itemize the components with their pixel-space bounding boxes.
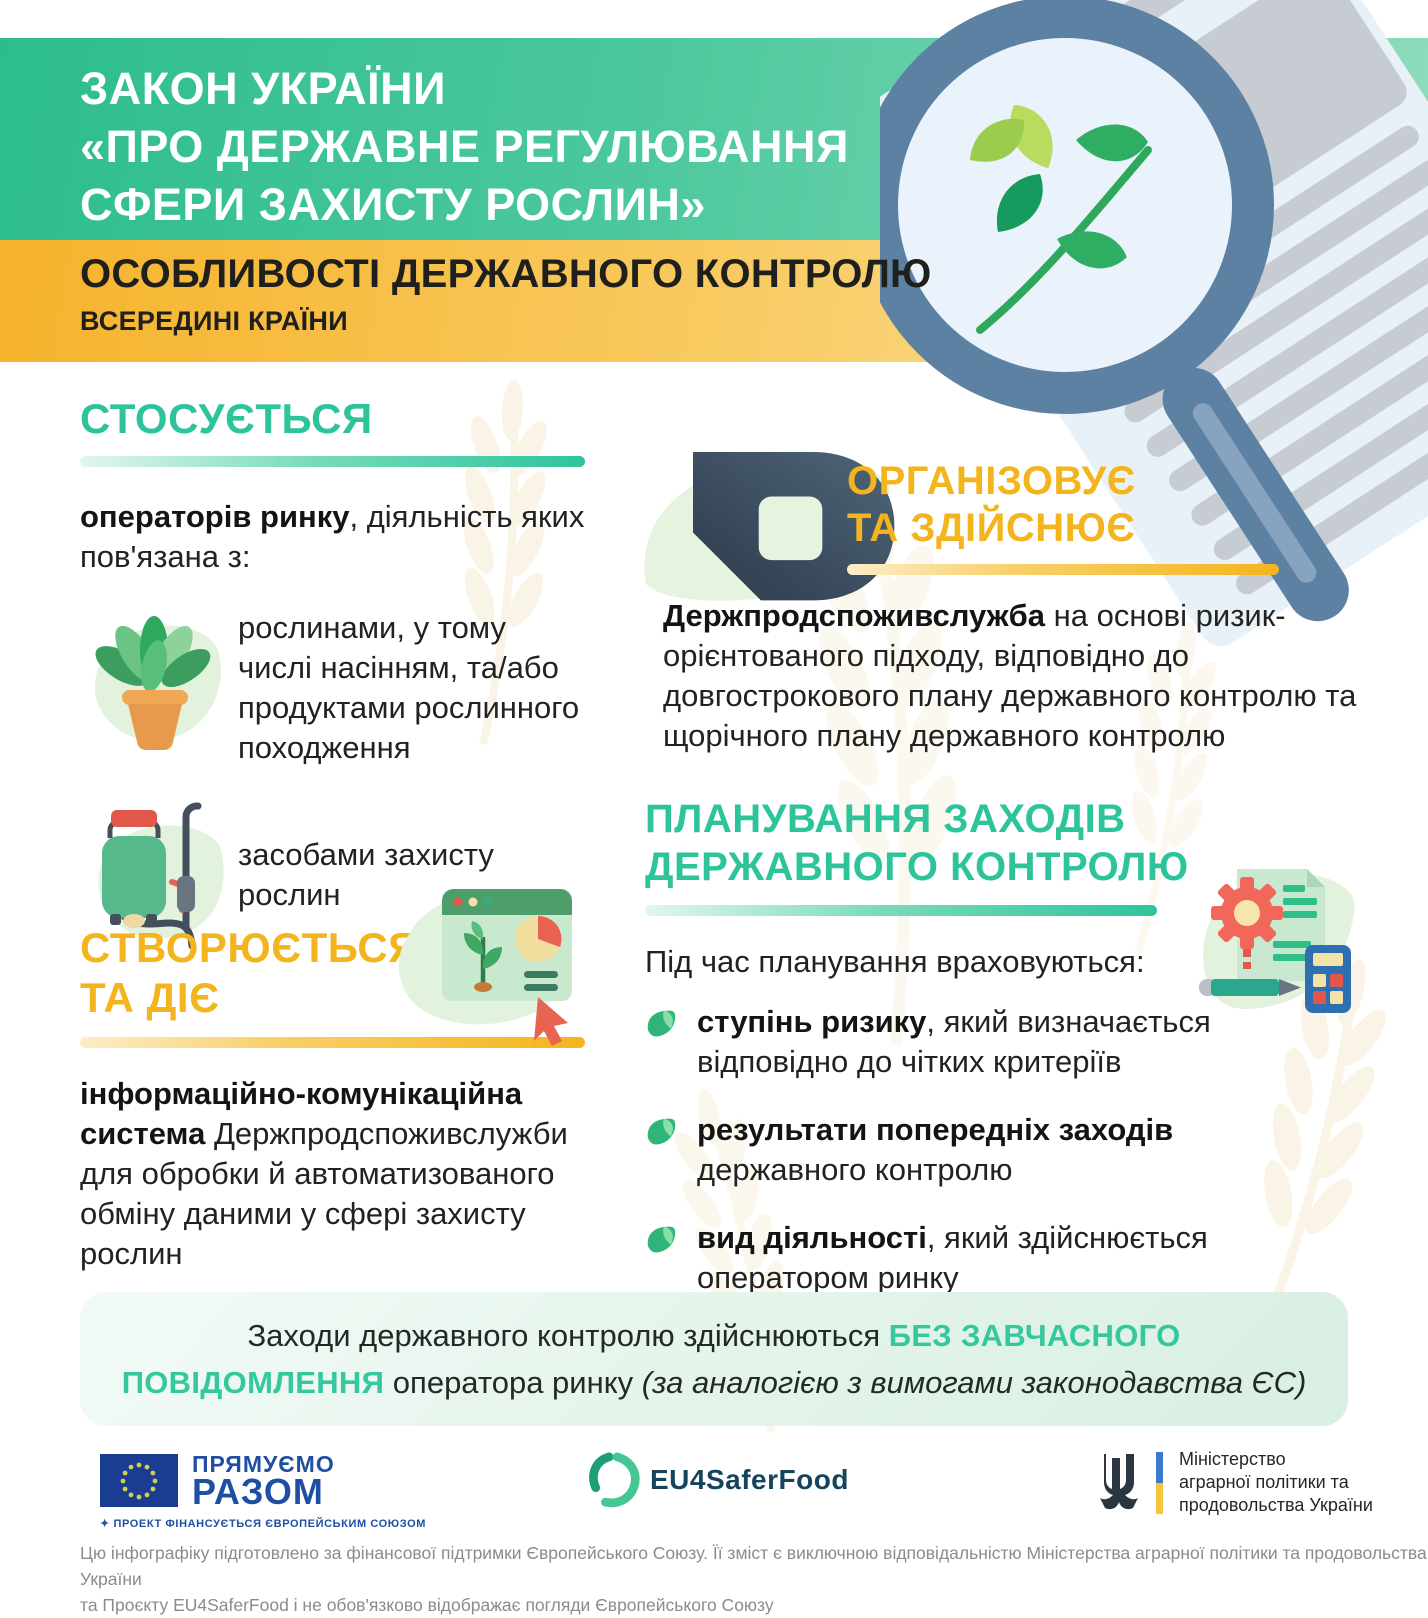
yellow-underline [80, 1037, 585, 1048]
applies-lead: операторів ринку, діяльність яких пов'яз… [80, 499, 585, 574]
teal-underline [80, 456, 585, 467]
leaf-bullet-icon [647, 1118, 676, 1145]
title-line-1: ЗАКОН УКРАЇНИ [80, 63, 446, 114]
section-organizes: ОРГАНІЗОВУЄ ТА ЗДІЙСНЮЄ Держпродспоживсл… [644, 440, 1390, 800]
derzhprodspozhyvsluzhba-logo [644, 452, 895, 601]
eu-flag-icon [100, 1453, 178, 1507]
magnifier-handle [1162, 367, 1349, 622]
page-subtitle-2: ВСЕРЕДИНІ КРАЇНИ [80, 306, 348, 336]
wand [182, 802, 202, 931]
organizes-heading: ОРГАНІЗОВУЄ ТА ЗДІЙСНЮЄ [847, 459, 1136, 550]
grip [177, 876, 195, 912]
pump-cap [111, 810, 157, 827]
planning-heading: ПЛАНУВАННЯ ЗАХОДІВ ДЕРЖАВНОГО КОНТРОЛЮ [645, 797, 1189, 889]
eu-logo-block: ПРЯМУЄМО РАЗОМ ✦ ПРОЕКТ ФІНАНСУЄТЬСЯ ЄВР… [100, 1451, 427, 1530]
list-item-ppp: засобами захисту рослин [80, 790, 600, 960]
plant-leaves [95, 616, 211, 692]
sprayer-icon [98, 802, 224, 950]
gear-document-pencil-calculator-icon [1199, 869, 1355, 1013]
notice-text: Заходи державного контролю здійснюються … [121, 1318, 1307, 1400]
section-created: СТВОРЮЄТЬСЯ ТА ДІЄ інформаційно-комуніка… [80, 889, 600, 1305]
eu4saferfood-logo: EU4SaferFood [588, 1452, 849, 1508]
disclaimer-text: Цю інфографіку підготовлено за фінансово… [80, 1543, 1427, 1615]
applies-item-text: засобами захисту рослин [238, 837, 494, 912]
gear-icon [1211, 877, 1283, 949]
teal-underline [645, 905, 1157, 916]
notice-box: Заходи державного контролю здійснюються … [80, 1292, 1348, 1426]
ministry-logo-block: Міністерство аграрної політики та продов… [1098, 1448, 1373, 1517]
title-line-3: СФЕРИ ЗАХИСТУ РОСЛИН» [80, 179, 706, 230]
pencil-icon [1199, 979, 1301, 996]
window-titlebar [442, 889, 572, 915]
trident-icon [1100, 1453, 1138, 1509]
list-item-plants: рослинами, у тому числі насінням, та/або… [80, 608, 600, 768]
list-item: результати попередніх заходів державного… [645, 1110, 1390, 1190]
organizes-body: Держпродспоживслужба на основі ризик-орі… [663, 598, 1357, 753]
pot-body [128, 704, 182, 751]
created-heading: СТВОРЮЄТЬСЯ ТА ДІЄ [80, 924, 419, 1021]
sprout [464, 921, 502, 992]
tank [102, 836, 166, 918]
planning-bullets: ступінь ризику, який визначається відпов… [645, 1002, 1390, 1298]
blue-yellow-bar [1156, 1451, 1163, 1514]
list-item: вид діяльності, який здійснюється операт… [645, 1218, 1390, 1298]
magnifier-document-illustration [880, 0, 1428, 647]
planning-intro: Під час планування враховуються: [645, 944, 1145, 979]
title-line-2: «ПРО ДЕРЖАВНЕ РЕГУЛЮВАННЯ [80, 121, 849, 172]
plant-sprig-icon [970, 104, 1152, 334]
created-body: інформаційно-комунікаційна система Держп… [80, 1076, 568, 1271]
applies-heading: СТОСУЄТЬСЯ [80, 395, 373, 442]
potted-plant-icon [94, 616, 221, 751]
page-subtitle: ОСОБЛИВОСТІ ДЕРЖАВНОГО КОНТРОЛЮ [80, 252, 932, 296]
cursor-icon [534, 997, 568, 1046]
section-applies: СТОСУЄТЬСЯ операторів ринку, діяльність … [80, 394, 600, 960]
applies-lead-bold: операторів ринку [80, 499, 350, 534]
applies-item-text: рослинами, у тому числі насінням, та/або… [238, 610, 580, 765]
eu-funding-note: ✦ ПРОЕКТ ФІНАНСУЄТЬСЯ ЄВРОПЕЙСЬКИМ СОЮЗО… [100, 1518, 427, 1530]
notice-highlight: БЕЗ ЗАВЧАСНОГО ПОВІДОМЛЕННЯ [121, 1318, 1181, 1400]
calculator-icon [1305, 945, 1351, 1013]
pot-rim [122, 690, 188, 705]
leaf-bullet-icon [647, 1226, 676, 1253]
browser-window-plant-icon [398, 889, 572, 1046]
page-title: ЗАКОН УКРАЇНИ «ПРО ДЕРЖАВНЕ РЕГУЛЮВАННЯ … [80, 60, 849, 234]
lens [880, 0, 1274, 414]
yellow-underline [847, 564, 1279, 575]
section-planning: ПЛАНУВАННЯ ЗАХОДІВ ДЕРЖАВНОГО КОНТРОЛЮ П… [645, 795, 1390, 1326]
leaf-bullet-icon [647, 1010, 676, 1037]
eu4saferfood-swoosh-icon [589, 1452, 640, 1508]
list-item: ступінь ризику, який визначається відпов… [645, 1002, 1390, 1082]
spout [123, 914, 145, 928]
